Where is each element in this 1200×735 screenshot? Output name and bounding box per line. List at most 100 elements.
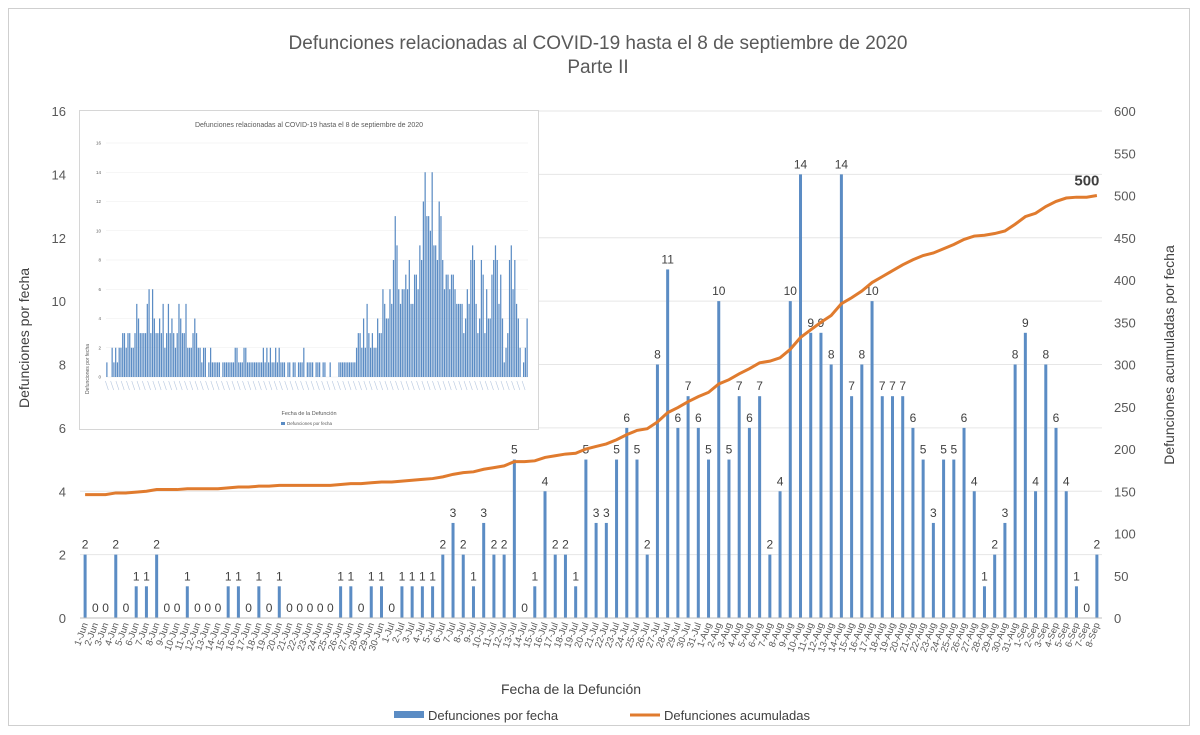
inset-x-tick-189 [437, 380, 441, 391]
inset-x-tick-207 [469, 380, 473, 391]
bar-8-Sep [1095, 554, 1099, 618]
bar-label-28-Jul: 11 [661, 252, 674, 266]
inset-x-tick-9 [120, 380, 125, 391]
inset-x-tick-84 [252, 380, 257, 391]
inset-bar-237 [522, 362, 525, 377]
inset-bar-99 [280, 362, 282, 377]
bar-label-20-Aug: 7 [899, 379, 906, 393]
bar-12-Jul [502, 554, 506, 618]
inset-bar-192 [443, 289, 446, 377]
bar-8-Jun [155, 554, 159, 618]
bar-22-Jul [604, 522, 608, 618]
bar-label-13-Jun: 0 [204, 601, 211, 615]
inset-bar-154 [377, 318, 379, 377]
bar-18-Aug [880, 396, 884, 618]
bar-label-3-Sep: 8 [1042, 348, 1049, 362]
y-tick-label-16: 16 [52, 104, 66, 119]
bar-label-1-Aug: 5 [705, 443, 712, 457]
inset-bar-214 [482, 274, 484, 377]
chart-frame [8, 8, 1190, 726]
inset-bar-84 [253, 362, 256, 377]
inset-x-tick-204 [463, 380, 468, 391]
inset-chart: Defunciones relacionadas al COVID-19 has… [79, 110, 539, 430]
bar-29-Jun [369, 586, 373, 618]
inset-legend-swatch [281, 422, 285, 425]
inset-bar-188 [436, 260, 439, 377]
inset-x-tick-33 [163, 380, 167, 391]
bar-label-19-Aug: 7 [889, 379, 896, 393]
inset-x-tick-45 [184, 380, 188, 391]
inset-chart-svg: Defunciones relacionadas al COVID-19 has… [85, 122, 528, 426]
bar-label-4-Jul: 1 [419, 569, 426, 583]
inset-bar-146 [362, 318, 365, 377]
inset-y-tick-6: 6 [98, 287, 101, 292]
bar-label-25-Jul: 5 [634, 443, 641, 457]
inset-bar-17 [136, 303, 138, 377]
bar-29-Aug [993, 554, 997, 618]
bar-4-Aug [737, 396, 741, 618]
bar-label-3-Jun: 0 [102, 601, 109, 615]
inset-bar-46 [187, 347, 189, 377]
y-tick-label-12: 12 [52, 231, 66, 246]
bar-20-Aug [901, 396, 905, 618]
bar-label-18-Jun: 1 [256, 569, 263, 583]
inset-bar-213 [480, 260, 483, 377]
bar-label-24-Jun: 0 [317, 601, 324, 615]
inset-bar-194 [447, 274, 449, 377]
y2-tick-label-150: 150 [1114, 484, 1136, 499]
y2-tick-label-50: 50 [1114, 569, 1128, 584]
inset-bar-114 [306, 362, 308, 377]
inset-x-tick-234 [516, 380, 521, 391]
inset-bar-106 [292, 362, 294, 377]
bar-29-Jul [676, 427, 680, 618]
inset-bar-32 [162, 303, 164, 377]
legend-line-label: Defunciones acumuladas [664, 708, 810, 723]
inset-bar-40 [176, 333, 178, 377]
inset-bar-153 [375, 347, 377, 377]
y-tick-label-4: 4 [59, 484, 66, 499]
inset-bar-160 [387, 318, 389, 377]
inset-bar-139 [350, 362, 352, 377]
inset-bar-144 [359, 333, 361, 377]
inset-bar-227 [505, 347, 507, 377]
bar-label-8-Jul: 2 [460, 538, 467, 552]
inset-bar-77 [241, 362, 243, 377]
inset-bar-186 [433, 245, 435, 377]
legend-bar-label: Defunciones por fecha [428, 708, 559, 723]
bar-2-Aug [717, 301, 721, 618]
inset-bar-24 [148, 289, 150, 377]
y2-tick-label-300: 300 [1114, 358, 1136, 373]
inset-bar-82 [250, 362, 252, 377]
inset-x-tick-129 [331, 380, 336, 391]
inset-bar-58 [208, 362, 210, 377]
inset-x-tick-117 [310, 380, 315, 391]
inset-bar-184 [429, 230, 432, 377]
bar-label-6-Aug: 7 [756, 379, 763, 393]
bar-label-7-Jul: 3 [450, 506, 457, 520]
bar-12-Aug [819, 332, 823, 618]
bar-label-2-Jun: 0 [92, 601, 99, 615]
inset-bar-174 [412, 303, 414, 377]
bar-17-Jul [553, 554, 557, 618]
inset-bar-171 [406, 289, 409, 377]
inset-gridlines [106, 142, 528, 378]
inset-bar-22 [144, 333, 147, 377]
inset-bar-111 [301, 362, 303, 377]
bar-26-Jun [339, 586, 343, 618]
inset-x-tick-12 [126, 380, 130, 391]
bar-label-29-Jun: 1 [368, 569, 375, 583]
inset-x-tick-186 [432, 380, 436, 391]
bar-31-Jul [696, 427, 700, 618]
cumulative-line [85, 194, 1098, 497]
inset-bar-15 [132, 347, 134, 377]
inset-bar-226 [503, 362, 505, 377]
inset-bar-44 [183, 333, 185, 377]
inset-bar-166 [398, 289, 400, 377]
bar-label-13-Aug: 8 [828, 348, 835, 362]
inset-bar-155 [378, 333, 381, 377]
inset-x-tick-192 [442, 380, 447, 391]
bar-21-Jul [594, 522, 598, 618]
inset-bar-71 [231, 362, 233, 377]
inset-x-tick-69 [226, 380, 230, 391]
inset-x-tick-159 [384, 380, 389, 391]
